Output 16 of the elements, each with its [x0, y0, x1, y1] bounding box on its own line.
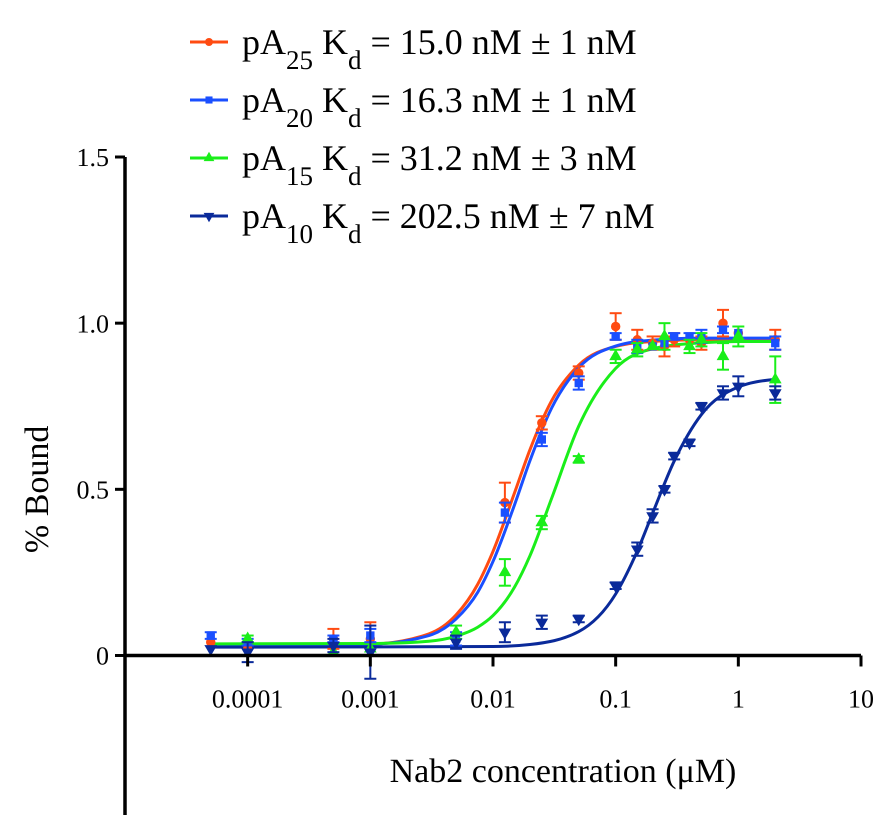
x-tick-label: 0.1 — [599, 684, 632, 714]
y-tick-label: 0.5 — [76, 475, 109, 504]
y-tick-label: 0 — [96, 642, 109, 671]
x-tick-label: 0.0001 — [212, 684, 284, 714]
x-tick-label: 1 — [732, 684, 745, 714]
y-axis-title: % Bound — [19, 426, 56, 554]
x-tick-label: 0.001 — [341, 684, 400, 714]
x-tick-label: 10 — [848, 684, 874, 714]
legend-label: pA$_{20}$ K$_{d}$ = 16.3 nM ± 1 nM — [242, 80, 637, 133]
x-axis-title: Nab2 concentration (μM) — [390, 753, 736, 790]
x-tick-label: 0.01 — [470, 684, 516, 714]
y-tick-label: 1.5 — [76, 143, 109, 172]
y-tick-label: 1.0 — [76, 309, 109, 338]
legend-label: pA$_{15}$ K$_{d}$ = 31.2 nM ± 3 nM — [242, 138, 637, 191]
legend-label: pA$_{25}$ K$_{d}$ = 15.0 nM ± 1 nM — [242, 22, 637, 75]
legend-label: pA$_{10}$ K$_{d}$ = 202.5 nM ± 7 nM — [242, 196, 655, 249]
